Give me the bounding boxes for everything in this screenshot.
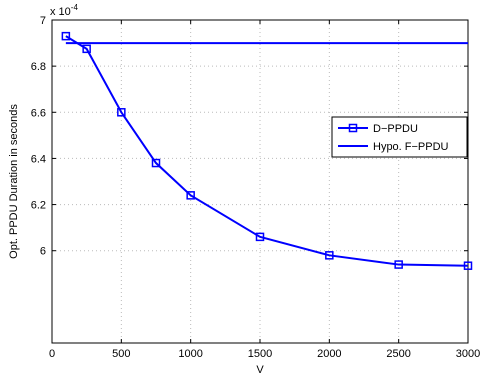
x-tick-label: 1000: [178, 348, 202, 360]
data-point: [82, 44, 91, 54]
x-tick-label: 2000: [317, 348, 341, 360]
y-tick-label: 6.2: [31, 200, 46, 212]
legend-entry: D−PPDU: [338, 123, 418, 135]
data-point: [255, 232, 265, 242]
data-point: [61, 31, 71, 41]
data-point: [151, 158, 161, 168]
legend-label: Hypo. F−PPDU: [373, 141, 449, 153]
y-tick-label: 6.4: [31, 153, 46, 165]
data-point: [117, 108, 126, 117]
y-tick-label: 6.8: [31, 61, 46, 73]
legend-box: [331, 116, 468, 158]
x-tick-label: 0: [49, 348, 55, 360]
y-exponent-label: x 10-4: [50, 3, 78, 18]
x-tick-label: 1500: [248, 348, 272, 360]
legend-label: D−PPDU: [373, 123, 418, 135]
data-point: [325, 251, 334, 260]
x-tick-label: 500: [112, 348, 130, 360]
y-tick-label: 6: [40, 246, 46, 258]
data-point: [463, 261, 473, 270]
axis-ticks: 0 500 1000 1500 2000 2500 3000 6 6.2 6.4 6.6 6.8 7: [31, 15, 481, 360]
legend-marker: [348, 123, 358, 133]
legend-entry: Hypo. F−PPDU: [338, 141, 449, 153]
exponent-power: -4: [71, 3, 79, 12]
series: [61, 31, 473, 270]
series-0: [61, 31, 473, 270]
legend: D−PPDU Hypo. F−PPDU: [331, 116, 468, 158]
grid: [52, 20, 468, 343]
exponent-base: x 10: [50, 6, 71, 18]
y-tick-label: 6.6: [31, 107, 46, 119]
x-tick-label: 2500: [386, 348, 410, 360]
y-tick-label: 7: [40, 15, 46, 27]
data-point: [394, 260, 403, 269]
x-axis-label: V: [256, 364, 264, 376]
data-point: [186, 191, 195, 200]
x-tick-label: 3000: [456, 348, 480, 360]
y-axis-label: Opt. PPDU Duration in seconds: [8, 104, 20, 259]
series-line: [65, 35, 469, 267]
